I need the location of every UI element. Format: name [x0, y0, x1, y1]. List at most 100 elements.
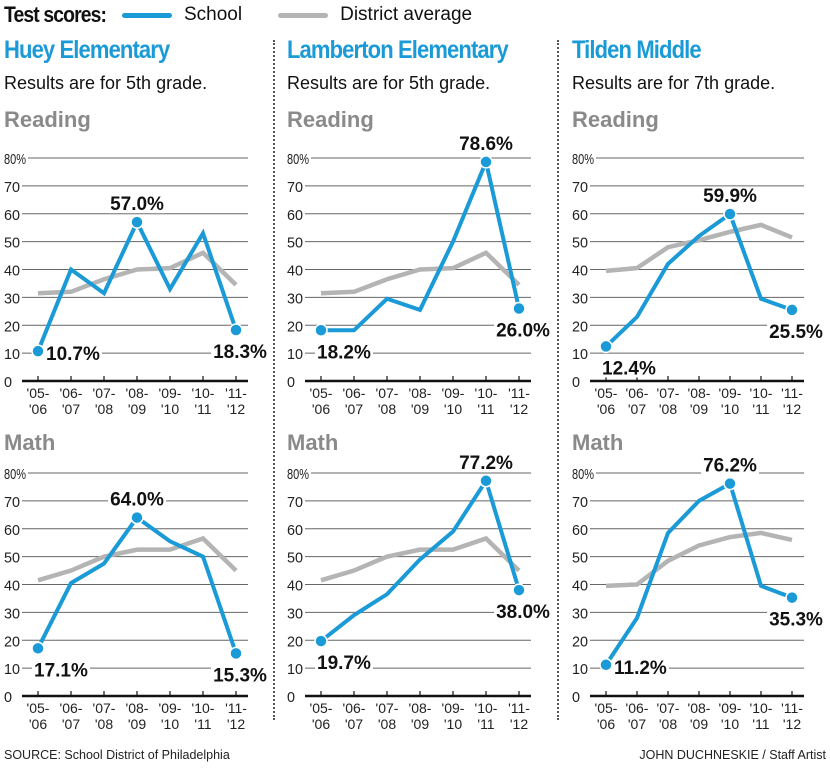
source-note: SOURCE: School District of Philadelphia [4, 748, 230, 762]
y-tick-label: 30 [287, 290, 303, 307]
data-point-marker [130, 215, 144, 229]
x-tick-label: '09- [159, 700, 182, 716]
x-tick-label: '05- [595, 385, 618, 401]
x-tick-label: '11- [508, 385, 530, 401]
data-point-marker [785, 303, 799, 317]
x-tick-label: '09- [719, 385, 742, 401]
y-tick-label: 80% [572, 151, 594, 168]
y-tick-label: 60 [4, 522, 20, 539]
legend-title: Test scores: [4, 2, 107, 27]
x-tick-label: '08 [659, 401, 677, 417]
legend-swatch-district [278, 12, 329, 18]
x-tick-label: '06- [626, 385, 649, 401]
school-grade-note: Results are for 5th grade. [287, 73, 491, 93]
x-tick-label: '06- [343, 385, 366, 401]
chart-title-reading: Reading [4, 107, 91, 132]
district-average-line [320, 535, 521, 583]
y-tick-label: 40 [287, 263, 303, 280]
x-tick-label: '05- [27, 700, 50, 716]
y-tick-label: 50 [287, 550, 303, 567]
x-tick-label: '06 [597, 716, 615, 732]
y-tick-label: 70 [572, 494, 588, 511]
x-tick-label: '11- [225, 385, 247, 401]
data-point-marker [31, 344, 45, 358]
x-tick-label: '11 [752, 716, 769, 732]
school-title: Huey Elementary [4, 36, 170, 64]
chart-title-math: Math [572, 430, 624, 455]
x-tick-label: '10- [750, 700, 773, 716]
data-label: 10.7% [46, 344, 100, 365]
data-label-background [32, 662, 90, 680]
y-tick-label: 20 [287, 318, 303, 335]
x-tick-label: '07 [62, 401, 80, 417]
x-tick-label: '11 [194, 716, 211, 732]
x-tick-label: '08- [409, 385, 432, 401]
y-tick-label: 0 [4, 689, 12, 706]
data-label-background [457, 135, 516, 153]
school-grade-note: Results are for 7th grade. [572, 73, 776, 93]
data-point-marker [130, 510, 144, 525]
data-label: 15.3% [213, 665, 267, 686]
data-label: 17.1% [34, 660, 88, 681]
y-tick-label: 40 [572, 263, 588, 280]
data-point-marker [723, 207, 737, 221]
x-tick-label: '10 [161, 401, 179, 417]
x-tick-label: '11 [477, 401, 494, 417]
y-tick-label: 50 [287, 235, 303, 252]
data-label: 11.2% [614, 658, 667, 679]
y-tick-label: 10 [287, 661, 303, 678]
district-average-line [37, 535, 238, 583]
data-label-background [457, 454, 516, 472]
data-label: 25.5% [769, 322, 823, 343]
data-label: 38.0% [496, 602, 550, 623]
x-tick-label: '09- [442, 700, 465, 716]
data-point-marker [512, 583, 526, 597]
data-label: 12.4% [602, 358, 656, 379]
x-tick-label: '08- [409, 700, 432, 716]
gridlines [590, 157, 804, 383]
x-tick-label: '06- [60, 700, 83, 716]
data-label-background [211, 343, 270, 361]
y-tick-label: 70 [4, 179, 20, 196]
data-label-background [612, 659, 669, 677]
x-tick-label: '10- [192, 700, 215, 716]
district-average-line [320, 250, 521, 296]
y-tick-label: 50 [572, 550, 588, 567]
x-tick-label: '10 [721, 401, 739, 417]
x-tick-label: '08 [378, 716, 396, 732]
x-tick-label: '09 [411, 401, 429, 417]
data-label-background [315, 655, 373, 673]
data-label: 76.2% [703, 456, 757, 477]
x-tick-label: '10- [192, 385, 215, 401]
school-line [604, 480, 793, 666]
data-point-marker [599, 339, 613, 354]
y-tick-label: 50 [572, 235, 588, 252]
y-tick-label: 10 [287, 346, 303, 363]
data-point-marker [314, 634, 328, 648]
y-tick-label: 20 [287, 633, 303, 650]
x-tick-label: '06- [343, 700, 366, 716]
y-tick-label: 60 [287, 207, 303, 224]
column-divider [557, 40, 559, 720]
y-tick-label: 80% [4, 151, 26, 168]
chart-title-reading: Reading [287, 107, 374, 132]
x-tick-label: '06 [597, 401, 615, 417]
x-tick-label: '10- [475, 700, 498, 716]
chart-tilden-math: 0 10 20 30 40 50 60 70 80% '05-'06 '06-'07 '07-'08 '… [572, 456, 826, 732]
x-tick-label: '07 [628, 716, 646, 732]
y-tick-label: 40 [287, 578, 303, 595]
x-tick-label: '08 [95, 716, 113, 732]
y-tick-label: 0 [287, 374, 295, 391]
data-label-background [494, 604, 553, 622]
y-tick-label: 80% [287, 151, 309, 168]
x-tick-label: '08- [126, 700, 149, 716]
y-tick-label: 60 [4, 207, 20, 224]
y-tick-label: 10 [4, 661, 20, 678]
data-label: 26.0% [496, 321, 550, 342]
x-tick-label: '11 [477, 716, 494, 732]
x-tick-label: '06 [312, 716, 330, 732]
gridlines [305, 472, 531, 698]
y-tick-label: 80% [572, 466, 594, 483]
x-tick-label: '11- [508, 700, 530, 716]
district-average-line [605, 530, 793, 589]
